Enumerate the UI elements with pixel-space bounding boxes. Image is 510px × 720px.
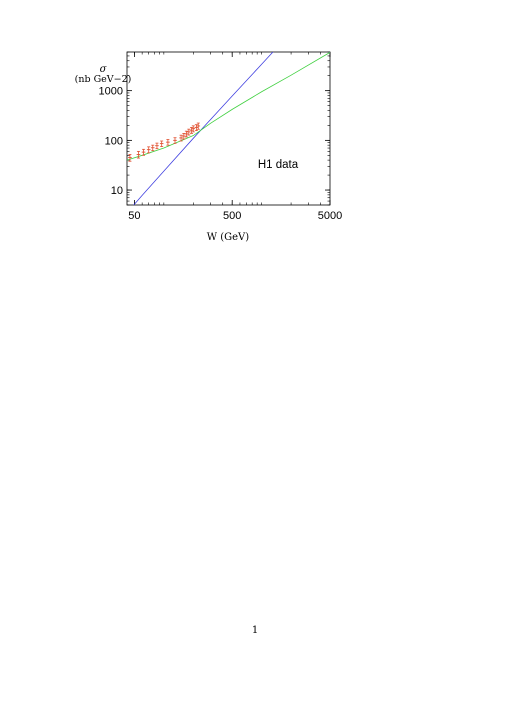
y-tick-label: 100 (105, 135, 123, 147)
x-axis-label: W (GeV) (207, 232, 249, 243)
data-point (191, 125, 196, 133)
series-line-0 (133, 52, 330, 205)
h1-data-annotation: H1 data (258, 159, 299, 171)
data-point (159, 140, 164, 147)
series-group (127, 52, 330, 205)
data-point (136, 150, 141, 159)
data-point (194, 124, 199, 132)
y-tick-label: 10 (111, 185, 123, 197)
y-axis-unit: (nb GeV−2) (75, 74, 132, 85)
data-point (141, 148, 146, 156)
x-tick-label: 500 (223, 210, 241, 222)
data-point (128, 154, 132, 162)
tick-labels: 50 500 5000 10 100 1000 (99, 86, 343, 222)
tick-marks (127, 51, 331, 206)
data-point (179, 134, 183, 142)
y-tick-label: 1000 (99, 86, 123, 98)
data-point (182, 133, 186, 140)
x-tick-label: 5000 (318, 210, 342, 222)
data-point (173, 137, 177, 144)
data-point (184, 130, 189, 138)
page-number: 1 (251, 625, 259, 636)
data-point (150, 144, 155, 152)
series-line-1 (127, 52, 330, 161)
x-axis-label-text: W (GeV) (207, 232, 249, 243)
data-point (196, 122, 201, 130)
y-axis-symbol: σ (100, 64, 108, 75)
data-point (146, 146, 151, 154)
data-point (166, 139, 170, 146)
x-tick-label: 50 (128, 210, 140, 222)
data-point (187, 128, 191, 136)
plot-frame (126, 51, 331, 206)
data-point (155, 142, 159, 150)
